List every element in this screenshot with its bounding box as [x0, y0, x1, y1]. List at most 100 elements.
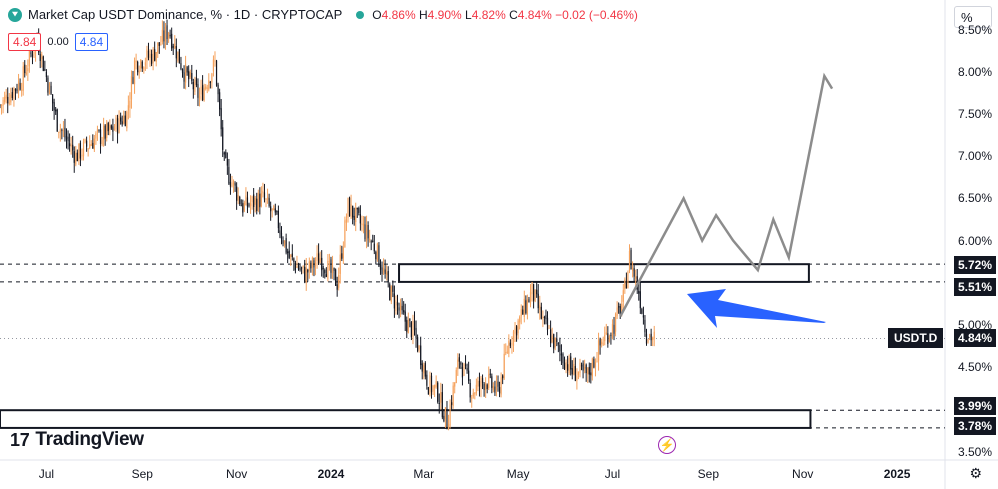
candle-body: [103, 125, 105, 140]
candle-body: [5, 94, 7, 99]
candle-body: [421, 363, 423, 372]
candle-body: [579, 362, 581, 373]
candle-body: [353, 215, 355, 221]
candle-body: [0, 105, 1, 107]
projection-path[interactable]: [619, 72, 834, 318]
candle-body: [291, 253, 293, 258]
candle-body: [65, 136, 68, 140]
candle-body: [240, 205, 242, 207]
candle-body: [475, 384, 477, 394]
candle-body: [115, 117, 117, 130]
candle-body: [500, 377, 502, 395]
candle-body: [469, 382, 471, 398]
candle-body: [622, 290, 624, 302]
candle-body: [441, 392, 443, 418]
candle-body: [401, 305, 403, 311]
candle-body: [573, 363, 575, 375]
candle-body: [53, 102, 55, 111]
candle-body: [288, 250, 290, 258]
candle-body: [200, 86, 202, 95]
candle-body: [423, 365, 425, 374]
candle-body: [158, 42, 160, 46]
candle-body: [319, 258, 321, 263]
candle-body: [81, 154, 83, 157]
candle-body: [169, 34, 171, 37]
candle-body: [345, 219, 348, 223]
candle-body: [232, 180, 235, 185]
candle-body: [531, 282, 533, 295]
candle-body: [398, 307, 400, 311]
candle-body: [155, 51, 157, 62]
candle-body: [443, 415, 445, 422]
candle-body: [444, 407, 447, 420]
y-tick-label: 4.50%: [957, 360, 992, 375]
candle-body: [519, 316, 521, 323]
support-top-badge: 3.99%: [953, 397, 996, 415]
sell-button[interactable]: 4.84: [8, 33, 42, 51]
candle-body: [403, 310, 405, 313]
candle-body: [517, 320, 519, 334]
scale-mode-button[interactable]: %: [954, 6, 992, 28]
candle-body: [460, 362, 462, 365]
candle-body: [553, 334, 555, 349]
candle-body: [59, 129, 61, 133]
candle-body: [540, 306, 542, 319]
candle-body: [523, 298, 525, 317]
candle-body: [605, 332, 607, 335]
candle-body: [607, 333, 609, 344]
resistance-zone[interactable]: [398, 263, 810, 283]
candle-body: [454, 382, 456, 387]
candle-body: [130, 76, 133, 100]
candle-body: [618, 306, 620, 308]
symbol-title: Market Cap USDT Dominance, % · 1D · CRYP…: [28, 7, 343, 22]
candle-body: [209, 81, 211, 83]
candle-body: [242, 203, 244, 213]
candle-body: [635, 276, 637, 279]
candle-body: [282, 240, 284, 244]
candle-body: [294, 262, 297, 271]
candle-body: [613, 324, 615, 334]
candle-body: [17, 81, 20, 92]
symbol-header[interactable]: Market Cap USDT Dominance, % · 1D · CRYP…: [8, 7, 638, 22]
candle-body: [601, 341, 603, 345]
candle-body: [75, 152, 77, 165]
candle-body: [571, 368, 573, 375]
candle-body: [62, 130, 65, 132]
candle-body: [51, 94, 54, 104]
x-tick-label: Jul: [38, 467, 55, 481]
candle-body: [352, 205, 354, 218]
candle-body: [616, 307, 618, 317]
candle-body: [597, 340, 600, 361]
support-zone[interactable]: [0, 409, 812, 429]
flash-icon[interactable]: ⚡: [658, 436, 676, 454]
candle-body: [483, 383, 485, 390]
candle-body: [652, 337, 654, 341]
x-tick-label: May: [506, 467, 530, 481]
y-tick-label: 7.50%: [957, 106, 992, 121]
candle-body: [653, 331, 655, 339]
candle-body: [464, 364, 467, 366]
candle-body: [472, 392, 474, 397]
candle-body: [42, 56, 44, 71]
candle-body: [30, 52, 32, 54]
candle-body: [369, 238, 371, 241]
candle-body: [191, 73, 193, 81]
candle-body: [262, 190, 264, 194]
buy-button[interactable]: 4.84: [74, 33, 109, 51]
candle-body: [245, 195, 247, 205]
candle-body: [471, 397, 473, 399]
candle-body: [99, 129, 102, 144]
settings-gear-icon[interactable]: ⚙: [969, 465, 982, 481]
candle-body: [84, 139, 86, 142]
candle-body: [550, 329, 552, 344]
candle-body: [480, 377, 482, 388]
candle-body: [359, 214, 361, 224]
candle-body: [520, 309, 522, 317]
candle-body: [299, 268, 301, 270]
candle-body: [41, 54, 43, 60]
candle-body: [183, 72, 185, 82]
current-price-badge: 4.84%: [953, 329, 996, 347]
candle-body: [279, 230, 281, 234]
candle-body: [144, 62, 146, 66]
